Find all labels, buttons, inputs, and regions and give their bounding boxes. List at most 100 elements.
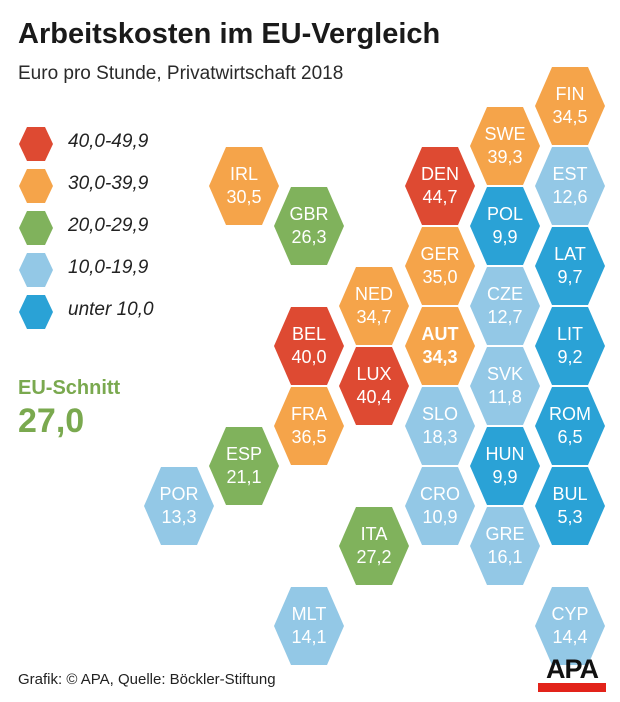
- country-code: IRL: [230, 164, 258, 184]
- country-hex: [405, 467, 475, 545]
- country-hex: [209, 427, 279, 505]
- apa-logo-bar: [538, 683, 606, 692]
- country-tile-por: POR 13,3: [144, 467, 214, 545]
- country-hex: [274, 187, 344, 265]
- country-value: 35,0: [422, 267, 457, 287]
- country-hex: [535, 587, 605, 665]
- country-tile-aut: AUT 34,3: [405, 307, 475, 385]
- country-value: 34,5: [552, 107, 587, 127]
- country-tile-swe: SWE 39,3: [470, 107, 540, 185]
- country-value: 34,3: [422, 347, 457, 367]
- country-code: MLT: [292, 604, 327, 624]
- country-value: 9,7: [557, 267, 582, 287]
- country-code: POL: [487, 204, 523, 224]
- country-code: LIT: [557, 324, 583, 344]
- country-value: 30,5: [226, 187, 261, 207]
- country-value: 18,3: [422, 427, 457, 447]
- country-value: 44,7: [422, 187, 457, 207]
- country-value: 26,3: [291, 227, 326, 247]
- country-code: AUT: [422, 324, 459, 344]
- country-hex: [274, 307, 344, 385]
- country-code: FIN: [556, 84, 585, 104]
- apa-logo: APA: [538, 655, 606, 693]
- country-code: NED: [355, 284, 393, 304]
- country-code: ROM: [549, 404, 591, 424]
- country-code: CZE: [487, 284, 523, 304]
- country-value: 12,7: [487, 307, 522, 327]
- country-value: 9,2: [557, 347, 582, 367]
- country-tile-rom: ROM 6,5: [535, 387, 605, 465]
- eu-average-label: EU-Schnitt: [18, 377, 121, 399]
- country-hex: [470, 427, 540, 505]
- legend-label: 10,0-19,9: [68, 257, 149, 278]
- country-hex: [535, 227, 605, 305]
- country-value: 21,1: [226, 467, 261, 487]
- country-tile-cro: CRO 10,9: [405, 467, 475, 545]
- country-code: GRE: [485, 524, 524, 544]
- legend-hex-icon: [19, 295, 53, 329]
- country-hex: [535, 307, 605, 385]
- country-tile-pol: POL 9,9: [470, 187, 540, 265]
- country-value: 40,0: [291, 347, 326, 367]
- country-code: SLO: [422, 404, 458, 424]
- country-value: 6,5: [557, 427, 582, 447]
- country-hex: [144, 467, 214, 545]
- country-hex: [535, 67, 605, 145]
- country-hex: [274, 587, 344, 665]
- country-tile-lux: LUX 40,4: [339, 347, 409, 425]
- country-code: EST: [552, 164, 587, 184]
- country-code: BEL: [292, 324, 326, 344]
- country-code: DEN: [421, 164, 459, 184]
- legend-label: 20,0-29,9: [68, 215, 149, 236]
- country-hex: [470, 507, 540, 585]
- country-value: 9,9: [492, 227, 517, 247]
- country-tile-ita: ITA 27,2: [339, 507, 409, 585]
- country-hex: [339, 507, 409, 585]
- country-tile-fin: FIN 34,5: [535, 67, 605, 145]
- country-value: 40,4: [356, 387, 391, 407]
- country-tile-mlt: MLT 14,1: [274, 587, 344, 665]
- country-code: HUN: [486, 444, 525, 464]
- country-tile-est: EST 12,6: [535, 147, 605, 225]
- country-tile-ger: GER 35,0: [405, 227, 475, 305]
- legend-label: 30,0-39,9: [68, 173, 149, 194]
- country-hex: [405, 307, 475, 385]
- country-tile-gre: GRE 16,1: [470, 507, 540, 585]
- country-value: 34,7: [356, 307, 391, 327]
- legend-label: unter 10,0: [68, 299, 154, 320]
- country-tile-den: DEN 44,7: [405, 147, 475, 225]
- country-code: LUX: [356, 364, 391, 384]
- country-code: SWE: [484, 124, 525, 144]
- legend-hex-icon: [19, 253, 53, 287]
- country-code: ITA: [361, 524, 388, 544]
- country-hex: [535, 467, 605, 545]
- country-tile-slo: SLO 18,3: [405, 387, 475, 465]
- country-code: FRA: [291, 404, 327, 424]
- apa-logo-text: APA: [545, 654, 599, 684]
- country-code: ESP: [226, 444, 262, 464]
- country-hex: [470, 187, 540, 265]
- country-code: GBR: [289, 204, 328, 224]
- country-hex: [209, 147, 279, 225]
- country-value: 39,3: [487, 147, 522, 167]
- country-hex: [339, 347, 409, 425]
- source-credit: Grafik: © APA, Quelle: Böckler-Stiftung: [18, 671, 276, 688]
- country-value: 5,3: [557, 507, 582, 527]
- country-code: CRO: [420, 484, 460, 504]
- country-code: LAT: [554, 244, 586, 264]
- country-hex: [405, 147, 475, 225]
- country-code: BUL: [552, 484, 587, 504]
- country-tile-gbr: GBR 26,3: [274, 187, 344, 265]
- country-tile-irl: IRL 30,5: [209, 147, 279, 225]
- country-value: 11,8: [488, 387, 522, 407]
- country-value: 14,1: [291, 627, 326, 647]
- country-hex: [405, 387, 475, 465]
- legend-hex-icon: [19, 169, 53, 203]
- country-code: CYP: [551, 604, 588, 624]
- country-tile-hun: HUN 9,9: [470, 427, 540, 505]
- country-value: 14,4: [552, 627, 587, 647]
- country-hex: [535, 387, 605, 465]
- country-tile-svk: SVK 11,8: [470, 347, 540, 425]
- chart-title: Arbeitskosten im EU-Vergleich: [18, 18, 441, 50]
